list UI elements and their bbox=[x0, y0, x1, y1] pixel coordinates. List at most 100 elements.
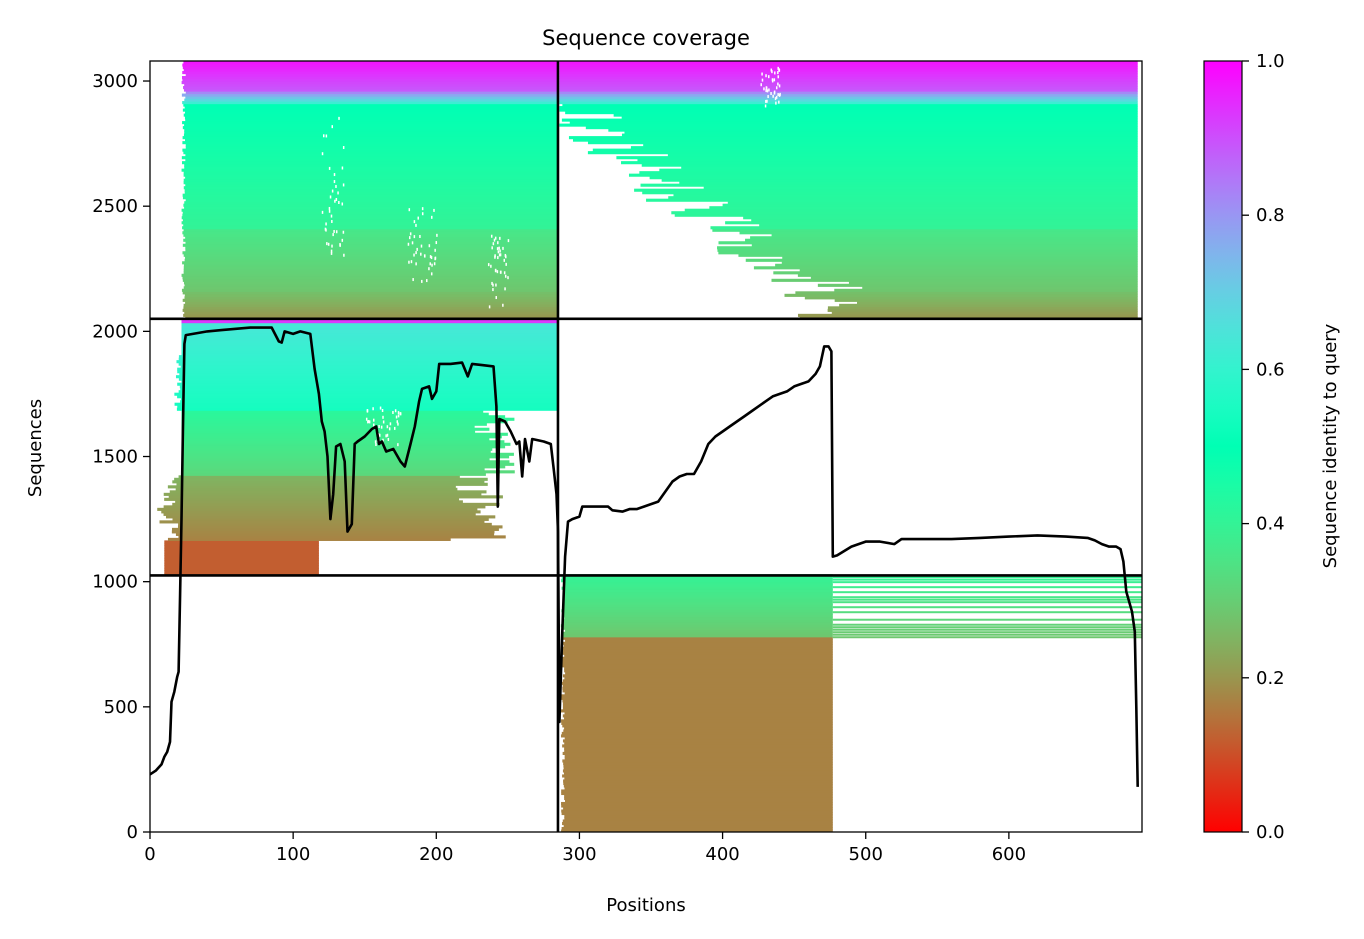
heatmap-band bbox=[564, 584, 833, 588]
heatmap-gap bbox=[488, 305, 491, 309]
heatmap-gap bbox=[325, 222, 327, 226]
heatmap-band bbox=[565, 111, 1138, 115]
heatmap-band bbox=[817, 283, 1138, 287]
heatmap-band bbox=[185, 146, 558, 150]
heatmap-band bbox=[185, 138, 558, 142]
heatmap-band bbox=[562, 724, 833, 728]
heatmap-gap bbox=[631, 381, 634, 385]
heatmap-band bbox=[646, 198, 1138, 202]
heatmap-band bbox=[183, 151, 558, 155]
heatmap-gap bbox=[430, 272, 433, 276]
heatmap-gap bbox=[321, 210, 324, 214]
heatmap-band bbox=[773, 271, 1138, 275]
heatmap-band bbox=[183, 186, 558, 190]
heatmap-gap bbox=[397, 422, 399, 426]
heatmap-band bbox=[177, 382, 558, 386]
heatmap-band bbox=[182, 218, 558, 222]
heatmap-band bbox=[775, 263, 1138, 267]
heatmap-band bbox=[184, 98, 558, 102]
heatmap-gap bbox=[334, 199, 336, 203]
heatmap-gap bbox=[760, 83, 762, 87]
heatmap-band bbox=[679, 181, 1138, 185]
heatmap-gap bbox=[618, 393, 620, 397]
heatmap-gap bbox=[341, 202, 344, 206]
heatmap-gap bbox=[491, 281, 493, 285]
heatmap-band bbox=[183, 303, 558, 307]
heatmap-gap bbox=[633, 371, 635, 375]
heatmap-band bbox=[183, 203, 558, 207]
heatmap-band bbox=[184, 163, 558, 167]
heatmap-band bbox=[178, 522, 492, 526]
heatmap-band bbox=[562, 651, 833, 655]
heatmap-gap bbox=[321, 152, 324, 156]
heatmap-band bbox=[559, 86, 1138, 90]
heatmap-band bbox=[183, 61, 558, 65]
heatmap-band bbox=[562, 636, 833, 640]
heatmap-gap bbox=[496, 247, 499, 251]
heatmap-band bbox=[181, 208, 558, 212]
heatmap-band bbox=[559, 123, 1138, 127]
heatmap-band bbox=[171, 530, 495, 534]
heatmap-band bbox=[642, 191, 1138, 195]
heatmap-band bbox=[810, 276, 1138, 280]
heatmap-gap bbox=[394, 409, 397, 413]
heatmap-gap bbox=[491, 246, 493, 250]
x-tick-label: 500 bbox=[849, 844, 883, 865]
heatmap-band bbox=[564, 601, 833, 605]
heatmap-gap bbox=[374, 440, 377, 444]
heatmap-band bbox=[168, 495, 503, 499]
heatmap-band bbox=[561, 721, 833, 725]
heatmap-gap bbox=[609, 337, 611, 341]
heatmap-gap bbox=[386, 425, 389, 429]
heatmap-band bbox=[684, 208, 1138, 212]
heatmap-band bbox=[616, 156, 1138, 160]
heatmap-band bbox=[181, 168, 558, 172]
heatmap-band bbox=[562, 744, 833, 748]
heatmap-gap bbox=[413, 235, 416, 239]
y-tick-label: 1500 bbox=[92, 447, 138, 468]
heatmap-gap bbox=[397, 411, 400, 415]
heatmap-band bbox=[561, 659, 833, 663]
heatmap-band bbox=[178, 355, 558, 359]
heatmap-band bbox=[164, 557, 319, 561]
heatmap-band bbox=[181, 467, 485, 471]
heatmap-band bbox=[564, 716, 833, 720]
heatmap-band bbox=[182, 278, 558, 282]
heatmap-band bbox=[182, 261, 558, 265]
heatmap-gap bbox=[434, 256, 437, 260]
heatmap-band bbox=[797, 273, 1138, 277]
heatmap-band bbox=[725, 221, 1138, 225]
heatmap-band bbox=[181, 455, 510, 459]
y-tick-label: 2500 bbox=[92, 196, 138, 217]
heatmap-band bbox=[185, 241, 558, 245]
heatmap-band bbox=[185, 176, 558, 180]
plot-frame bbox=[149, 60, 1143, 833]
heatmap-band bbox=[568, 136, 1138, 140]
heatmap-band bbox=[564, 669, 833, 673]
heatmap-gap bbox=[616, 376, 618, 380]
heatmap-gap bbox=[777, 82, 779, 86]
y-axis: 0 500 1000 1500 2000 2500 3000 bbox=[92, 71, 150, 843]
heatmap-band bbox=[181, 288, 558, 292]
heatmap-gap bbox=[367, 420, 369, 424]
x-axis: 0 100 200 300 400 500 600 bbox=[144, 832, 1026, 865]
heatmap-band bbox=[562, 641, 833, 645]
heatmap-band bbox=[172, 527, 499, 531]
heatmap-gap bbox=[620, 357, 622, 361]
heatmap-gap bbox=[386, 433, 389, 437]
heatmap-band bbox=[182, 291, 558, 295]
heatmap-band bbox=[183, 133, 558, 137]
heatmap-band bbox=[185, 143, 558, 147]
heatmap-band bbox=[183, 313, 558, 317]
heatmap-band bbox=[183, 253, 558, 257]
heatmap-band bbox=[183, 228, 558, 232]
heatmap-band bbox=[640, 183, 1138, 187]
heatmap-gap bbox=[623, 362, 625, 366]
heatmap-gap bbox=[413, 220, 416, 224]
heatmap-gap bbox=[619, 360, 621, 364]
heatmap-band bbox=[181, 437, 490, 441]
heatmap-band bbox=[181, 430, 476, 434]
heatmap-band bbox=[561, 791, 833, 796]
heatmap-band bbox=[183, 68, 558, 72]
heatmap-gap bbox=[429, 262, 431, 266]
